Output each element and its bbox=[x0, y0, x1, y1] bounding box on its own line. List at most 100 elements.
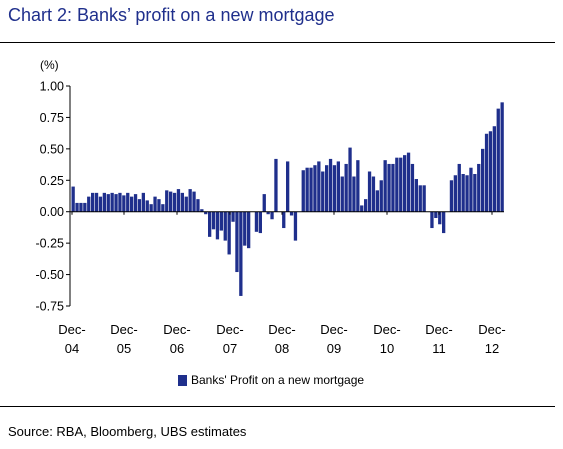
bar bbox=[352, 176, 356, 212]
bar bbox=[422, 185, 426, 212]
bar bbox=[133, 194, 138, 212]
bar bbox=[247, 211, 251, 249]
source-note: Source: RBA, Bloomberg, UBS estimates bbox=[8, 424, 247, 439]
bar bbox=[235, 211, 239, 273]
top-rule bbox=[0, 42, 555, 43]
y-tick-label: 0.75 bbox=[40, 111, 64, 125]
bar bbox=[348, 147, 352, 212]
bar bbox=[301, 170, 305, 212]
bar bbox=[383, 160, 387, 212]
y-tick-label: 1.00 bbox=[40, 80, 64, 94]
bar bbox=[332, 165, 337, 212]
bar bbox=[500, 102, 504, 212]
bar bbox=[309, 167, 313, 212]
bar bbox=[289, 211, 294, 216]
bar bbox=[79, 202, 83, 212]
bar bbox=[325, 165, 329, 212]
bar bbox=[71, 186, 75, 212]
x-tick-label: 11 bbox=[432, 341, 446, 356]
bar bbox=[153, 196, 157, 212]
bar bbox=[434, 211, 438, 218]
bar bbox=[481, 148, 485, 212]
bar bbox=[492, 126, 496, 212]
bar bbox=[375, 190, 379, 212]
bar bbox=[391, 163, 395, 212]
y-tick-label: 0.25 bbox=[40, 174, 64, 188]
bar bbox=[360, 205, 364, 212]
bar bbox=[344, 163, 348, 212]
bar bbox=[254, 211, 259, 232]
bar bbox=[395, 157, 399, 212]
bar-series bbox=[71, 102, 504, 296]
bar bbox=[200, 209, 204, 212]
bar bbox=[227, 211, 231, 255]
bar bbox=[165, 190, 169, 212]
bar bbox=[465, 175, 469, 212]
bar bbox=[176, 189, 181, 212]
bar bbox=[317, 161, 321, 212]
bar bbox=[130, 196, 134, 212]
bar bbox=[239, 211, 243, 296]
x-tick-label: Dec- bbox=[425, 322, 452, 337]
bar bbox=[430, 211, 434, 229]
bar bbox=[137, 199, 142, 212]
bar bbox=[484, 133, 489, 212]
x-tick-label: 04 bbox=[65, 341, 79, 356]
y-tick-label: -0.75 bbox=[36, 300, 65, 314]
bar bbox=[223, 211, 227, 241]
bar bbox=[477, 163, 481, 212]
bar bbox=[356, 160, 360, 212]
bar bbox=[488, 131, 493, 212]
x-tick-label: Dec- bbox=[163, 322, 190, 337]
bar bbox=[274, 158, 278, 212]
bar bbox=[91, 192, 95, 212]
x-tick-label: 05 bbox=[117, 341, 131, 356]
bar bbox=[321, 171, 325, 212]
bar bbox=[114, 194, 118, 212]
legend-label: Banks' Profit on a new mortgage bbox=[191, 373, 365, 387]
bar bbox=[215, 211, 220, 240]
x-tick-label: 10 bbox=[380, 341, 394, 356]
bar bbox=[399, 157, 403, 212]
y-axis-ticks: -0.75 -0.50 -0.25 0.00 0.25 0.50 0.75 1.00 bbox=[36, 80, 70, 314]
bar bbox=[367, 171, 372, 212]
bar bbox=[403, 155, 407, 212]
bar bbox=[473, 174, 477, 212]
bar bbox=[328, 158, 333, 212]
bottom-rule bbox=[0, 406, 555, 407]
y-axis-unit-label: (%) bbox=[40, 58, 59, 72]
bar bbox=[418, 185, 422, 212]
bar bbox=[118, 192, 122, 212]
bar bbox=[496, 108, 500, 212]
legend-swatch bbox=[178, 374, 187, 386]
x-axis-ticks: Dec- 04 Dec- 05 Dec- 06 Dec- 07 Dec- 08 Dec- 09 Dec-… bbox=[58, 211, 506, 356]
bar bbox=[469, 167, 473, 212]
bar bbox=[453, 175, 457, 212]
bar bbox=[126, 192, 130, 212]
bar bbox=[172, 192, 177, 212]
x-tick-label: Dec- bbox=[268, 322, 295, 337]
bar bbox=[157, 199, 161, 212]
bar bbox=[192, 191, 196, 212]
bar bbox=[141, 192, 145, 212]
y-tick-label: -0.25 bbox=[36, 237, 65, 251]
bar bbox=[379, 180, 383, 212]
x-tick-label: Dec- bbox=[320, 322, 347, 337]
bar bbox=[286, 161, 290, 212]
bar bbox=[102, 192, 106, 212]
bar bbox=[438, 211, 442, 225]
bar bbox=[231, 211, 235, 222]
bar bbox=[161, 204, 165, 212]
x-tick-label: Dec- bbox=[478, 322, 505, 337]
bar bbox=[387, 163, 391, 212]
bar bbox=[305, 167, 309, 212]
bar bbox=[87, 196, 91, 212]
bar bbox=[282, 211, 286, 229]
bar bbox=[364, 199, 368, 212]
chart-title: Chart 2: Banks’ profit on a new mortgage bbox=[8, 5, 335, 25]
bar bbox=[243, 211, 247, 246]
bar bbox=[371, 176, 376, 212]
x-tick-label: 07 bbox=[223, 341, 237, 356]
x-tick-label: Dec- bbox=[110, 322, 137, 337]
